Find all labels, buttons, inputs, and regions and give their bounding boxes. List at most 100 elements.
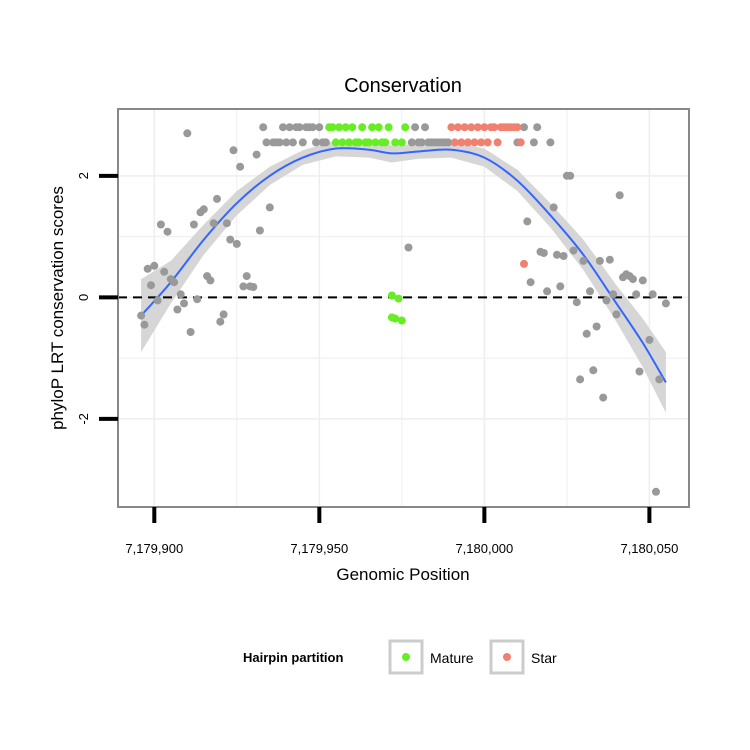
data-point-other [523, 217, 532, 226]
data-point-other [615, 191, 624, 200]
data-point-other [222, 219, 231, 228]
data-point-other [546, 138, 555, 147]
data-point-other [612, 310, 621, 319]
data-point-other [143, 264, 152, 273]
data-point-star [450, 138, 459, 147]
y-axis: -2 0 2 [76, 172, 118, 425]
data-point-other [520, 123, 528, 132]
data-point-other [566, 171, 575, 180]
data-point-other [298, 138, 307, 147]
data-point-other [176, 290, 185, 299]
data-point-other [579, 256, 588, 265]
chart-title: Conservation [344, 75, 462, 97]
data-point-mature [397, 316, 406, 325]
data-point-other [638, 276, 647, 285]
data-point-other [321, 138, 330, 147]
data-point-other [173, 305, 182, 314]
y-tick-label: 2 [76, 172, 91, 179]
data-point-other [569, 246, 578, 255]
data-point-other [586, 287, 594, 296]
data-point-star [480, 123, 489, 132]
data-point-other [589, 366, 598, 375]
data-point-mature [387, 291, 396, 300]
data-point-mature [358, 123, 367, 132]
data-point-mature [348, 123, 357, 132]
data-point-other [602, 296, 611, 305]
data-point-other [259, 123, 268, 132]
legend-marker-mature [402, 653, 410, 661]
data-point-mature [368, 123, 377, 132]
data-point-star [490, 123, 499, 132]
x-tick-label: 7,179,900 [125, 541, 183, 556]
data-point-other [529, 138, 538, 147]
data-point-other [645, 335, 654, 344]
data-point-other [599, 393, 608, 402]
data-point-other [655, 375, 664, 384]
data-point-other [160, 267, 169, 276]
legend-label-star: Star [531, 650, 557, 666]
data-point-other [199, 205, 208, 214]
data-point-other [288, 138, 297, 147]
plot-panel [118, 109, 689, 507]
x-tick-label: 7,180,050 [620, 541, 678, 556]
data-point-star [520, 259, 528, 268]
data-point-other [421, 123, 429, 132]
data-point-star [463, 138, 472, 147]
data-point-other [417, 138, 426, 147]
data-point-other [526, 278, 535, 287]
data-point-other [275, 138, 284, 147]
data-point-other [216, 317, 225, 326]
data-point-mature [354, 138, 363, 147]
data-point-other [242, 272, 251, 281]
data-point-other [411, 123, 420, 132]
data-point-other [239, 282, 248, 291]
data-point-other [189, 220, 198, 229]
data-point-other [213, 194, 221, 203]
data-point-star [477, 138, 486, 147]
data-point-other [648, 290, 657, 299]
data-point-other [285, 123, 294, 132]
data-point-star [460, 123, 469, 132]
data-point-mature [371, 138, 380, 147]
data-point-mature [391, 314, 400, 323]
data-point-other [156, 220, 165, 229]
data-point-star [457, 138, 466, 147]
data-point-other [549, 203, 558, 212]
data-point-other [249, 283, 258, 291]
data-point-other [252, 150, 261, 159]
data-point-star [454, 123, 462, 132]
data-point-mature [331, 138, 340, 147]
data-point-other [592, 322, 601, 331]
data-point-other [193, 295, 202, 304]
y-tick-label: -2 [76, 413, 91, 425]
data-point-other [404, 243, 413, 252]
data-point-other [553, 250, 561, 259]
x-tick-label: 7,180,000 [455, 541, 513, 556]
data-point-mature [328, 123, 337, 132]
data-point-other [539, 249, 548, 257]
data-point-other [265, 203, 274, 212]
data-point-star [516, 138, 525, 147]
data-point-other [163, 227, 172, 236]
data-point-other [533, 123, 542, 132]
data-point-star [493, 138, 502, 147]
data-point-other [556, 282, 565, 291]
data-point-other [595, 256, 604, 265]
data-point-other [572, 298, 581, 307]
legend-label-mature: Mature [430, 650, 474, 666]
plot-panel-border [117, 108, 690, 508]
data-point-other [186, 328, 195, 336]
data-point-other [635, 367, 644, 376]
data-point-other [262, 138, 271, 147]
data-point-other [609, 290, 618, 299]
y-axis-title: phyloP LRT conservation scores [48, 186, 67, 430]
data-point-other [308, 123, 317, 132]
data-point-other [628, 275, 637, 284]
data-point-other [236, 162, 245, 171]
data-point-other [279, 123, 287, 132]
data-point-other [661, 299, 670, 308]
data-point-other [315, 123, 324, 132]
data-point-mature [381, 138, 390, 147]
data-point-mature [397, 138, 406, 147]
y-tick-label: 0 [76, 294, 91, 301]
